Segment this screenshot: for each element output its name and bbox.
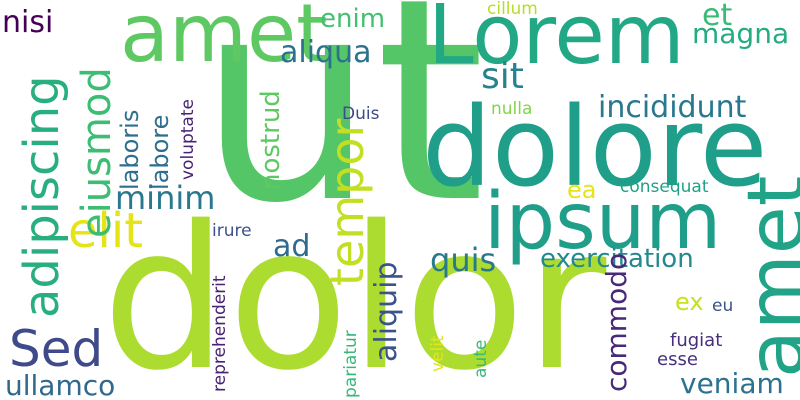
word-velit: velit xyxy=(428,335,448,372)
word-nisi: nisi xyxy=(2,5,54,40)
word-minim: minim xyxy=(115,179,216,217)
word-pariatur: pariatur xyxy=(341,330,361,398)
word-exercitation: exercitation xyxy=(540,244,694,274)
word-ea: ea xyxy=(567,176,597,204)
word-aute: aute xyxy=(471,339,491,378)
word-labore: labore xyxy=(146,114,174,190)
word-enim: enim xyxy=(320,4,386,34)
word-aliquip: aliquip xyxy=(369,261,404,363)
word-esse: esse xyxy=(657,349,698,370)
word-adipiscing: adipiscing xyxy=(14,75,70,318)
word-ullamco: ullamco xyxy=(5,369,116,400)
word-tempor: tempor xyxy=(320,118,374,286)
word-sed: Sed xyxy=(9,320,104,378)
word-commodo: commodo xyxy=(600,252,633,392)
word-nostrud: nostrud xyxy=(256,90,286,190)
word-fugiat: fugiat xyxy=(670,330,723,351)
word-et: et xyxy=(702,0,733,33)
word-irure: irure xyxy=(212,221,252,241)
word-ipsum: ipsum xyxy=(484,177,722,267)
word-eu: eu xyxy=(712,296,734,316)
word-voluptate: voluptate xyxy=(178,99,198,180)
word-dolor: dolor xyxy=(102,183,607,400)
word-cillum: cillum xyxy=(487,0,538,19)
word-ex: ex xyxy=(675,288,704,316)
word-veniam: veniam xyxy=(680,367,784,400)
word-reprehenderit: reprehenderit xyxy=(210,275,230,392)
word-ut: ut xyxy=(198,0,486,265)
word-consectetur: sit xyxy=(481,56,524,97)
word-consequat: consequat xyxy=(620,177,709,197)
word-amet: amet xyxy=(732,175,800,378)
word-lorem: Lorem xyxy=(428,0,685,83)
word-laboris: laboris xyxy=(116,109,144,190)
word-sit: amet xyxy=(120,0,328,80)
word-incididunt: incididunt xyxy=(598,90,747,125)
word-eiusmod: eiusmod xyxy=(74,67,120,238)
word-dolore: dolore xyxy=(422,83,768,211)
word-elit: elit xyxy=(68,203,144,259)
word-magna: magna xyxy=(692,17,790,50)
word-aliqua: aliqua xyxy=(280,35,372,70)
word-quis: quis xyxy=(430,241,497,279)
word-ad: ad xyxy=(273,229,311,264)
word-nulla: nulla xyxy=(491,99,533,119)
word-duis: Duis xyxy=(342,104,380,124)
